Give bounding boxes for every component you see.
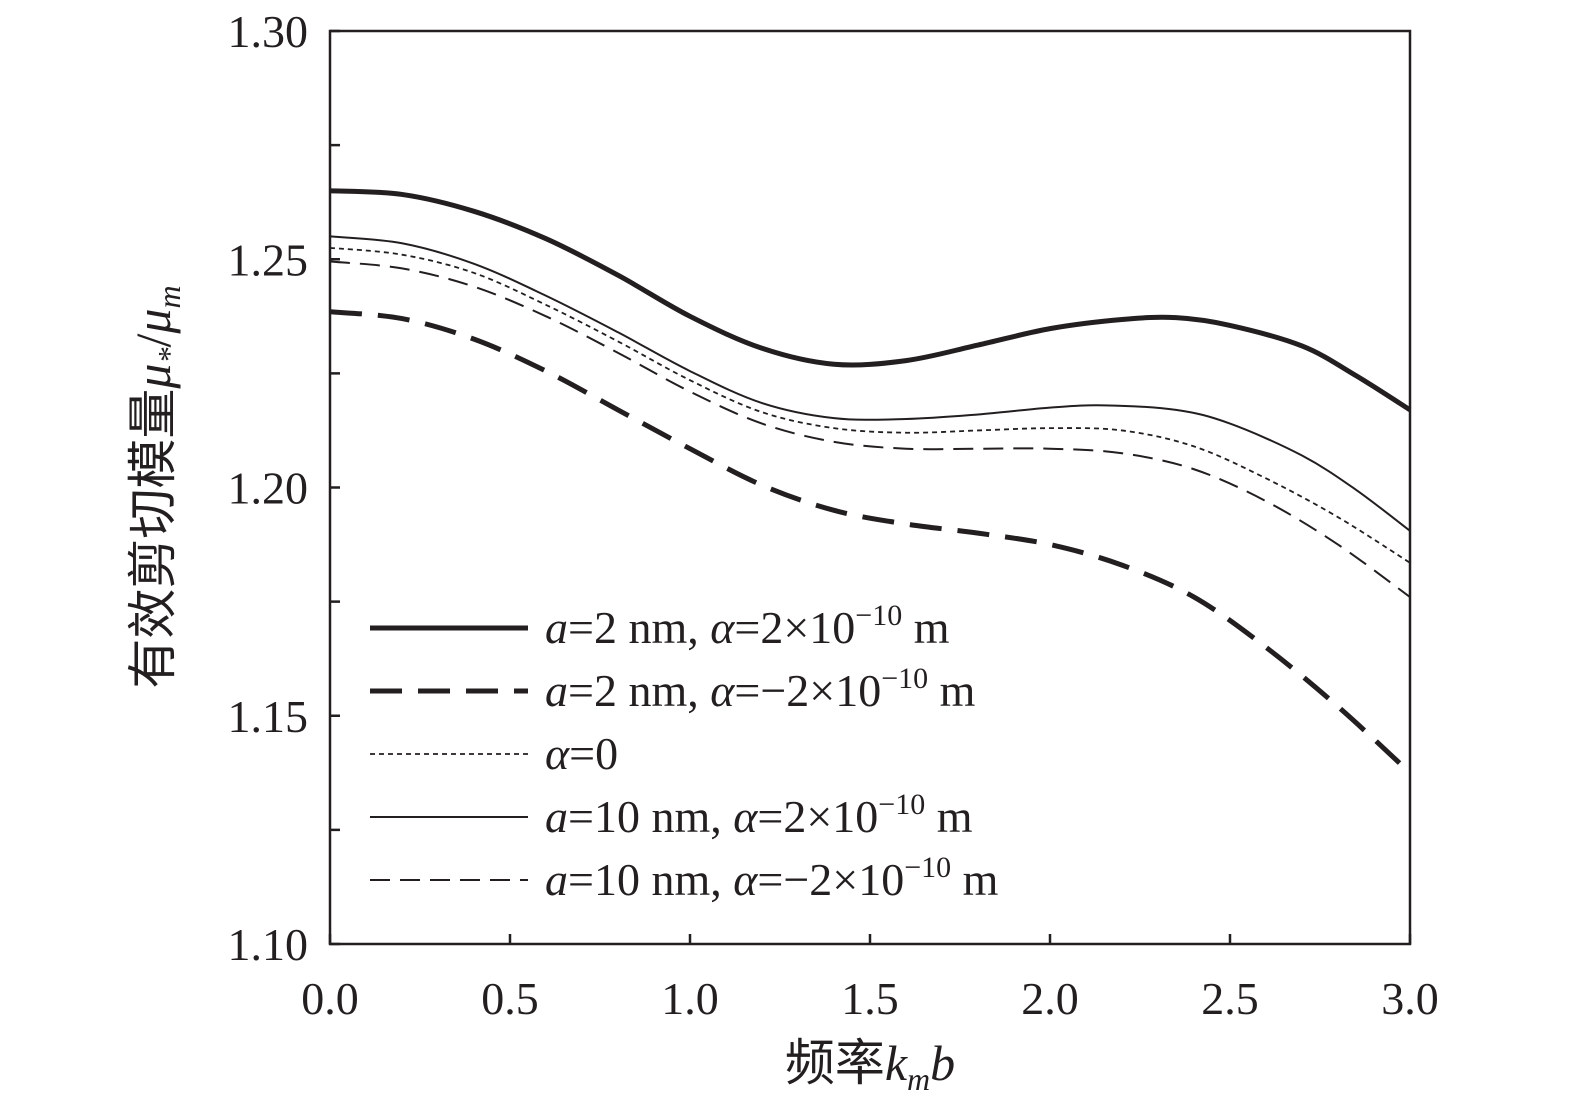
legend-label-5: a=10 nm, α=−2×10−10 m xyxy=(545,851,999,905)
y-axis-label-prefix: 有效剪切模量 xyxy=(125,389,181,689)
legend: a=2 nm, α=2×10−10 m a=2 nm, α=−2×10−10 m α… xyxy=(370,599,999,905)
y-tick-label: 1.15 xyxy=(228,691,309,742)
x-tick-label: 1.0 xyxy=(661,973,719,1024)
axis-ticks xyxy=(328,29,1412,946)
series-line-3 xyxy=(329,246,1411,564)
y-tick-label: 1.30 xyxy=(228,6,309,57)
legend-label-4: a=10 nm, α=2×10−10 m xyxy=(545,788,973,842)
y-axis-label-slash: / xyxy=(125,334,181,348)
series-line-5 xyxy=(329,260,1411,598)
series-line-4 xyxy=(329,235,1411,532)
y-tick-label: 1.20 xyxy=(228,463,309,514)
legend-label-3: α=0 xyxy=(545,728,618,779)
x-axis-label-var: k xyxy=(885,1035,908,1091)
tick-labels: 0.0 0.5 1.0 1.5 2.0 2.5 3.0 1.10 1.15 1.20 1.25 1.3… xyxy=(228,6,1439,1024)
y-axis-label-sub1: * xyxy=(151,348,187,364)
series-line-1 xyxy=(329,188,1412,413)
y-axis-label-var2: μ xyxy=(125,308,181,334)
y-tick-label: 1.25 xyxy=(228,234,309,285)
series-line-2 xyxy=(329,309,1412,775)
plot-frame xyxy=(328,29,1412,946)
x-tick-label: 3.0 xyxy=(1381,973,1439,1024)
y-axis-label: 有效剪切模量μ*/μm xyxy=(125,285,187,688)
x-axis-label: 频率kmb xyxy=(785,1035,955,1097)
series-layer xyxy=(329,188,1412,775)
x-tick-label: 0.5 xyxy=(481,973,539,1024)
legend-label-1: a=2 nm, α=2×10−10 m xyxy=(545,599,950,653)
x-tick-label: 0.0 xyxy=(301,973,359,1024)
legend-label-2: a=2 nm, α=−2×10−10 m xyxy=(545,662,976,716)
x-axis-label-sub: m xyxy=(907,1061,930,1097)
y-axis-label-sub2: m xyxy=(151,285,187,308)
x-tick-label: 1.5 xyxy=(841,973,899,1024)
x-tick-label: 2.5 xyxy=(1201,973,1259,1024)
y-tick-label: 1.10 xyxy=(228,919,309,970)
y-axis-label-var1: μ xyxy=(125,364,181,390)
x-axis-label-suffix: b xyxy=(930,1035,955,1091)
x-axis-label-prefix: 频率 xyxy=(785,1035,885,1091)
x-tick-label: 2.0 xyxy=(1021,973,1079,1024)
